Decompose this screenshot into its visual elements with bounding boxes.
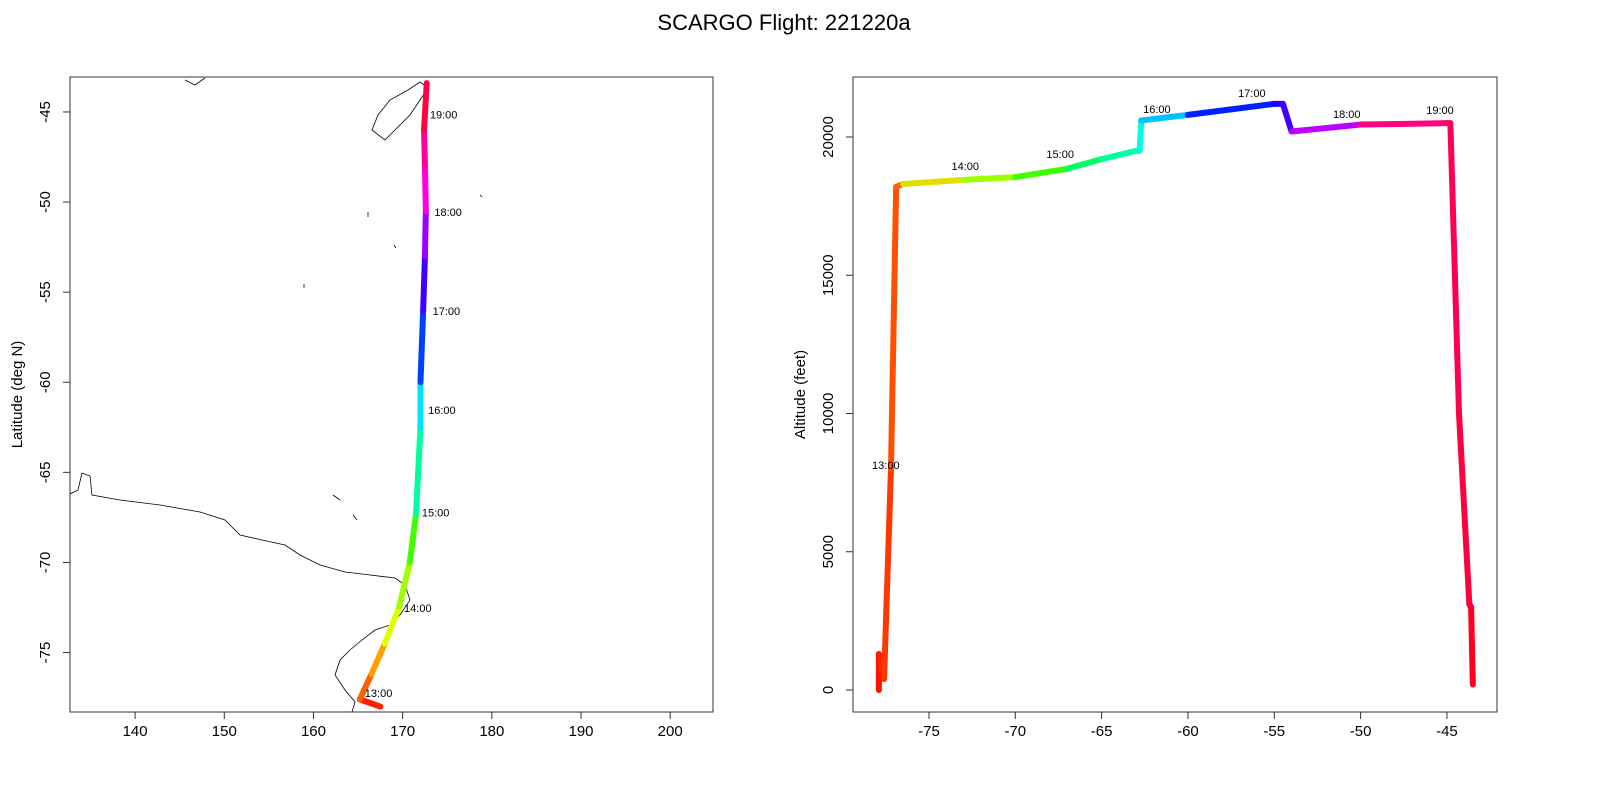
x-tick-label: -70: [1004, 723, 1026, 740]
y-tick-label: 10000: [820, 393, 837, 435]
y-tick-label: -70: [37, 552, 54, 574]
time-label: 15:00: [422, 508, 450, 520]
track-segment: [368, 640, 388, 678]
track-segment: [356, 696, 384, 710]
y-tick-label: -50: [37, 191, 54, 213]
plot-frame: [852, 76, 1498, 713]
time-label: 15:00: [1046, 149, 1074, 161]
y-tick-label: 15000: [820, 254, 837, 296]
x-tick-label: 190: [568, 723, 593, 740]
track-segment: [1468, 604, 1476, 688]
x-tick-label: -50: [1350, 723, 1372, 740]
track-segment: [1138, 111, 1191, 124]
track-segment: [960, 174, 1019, 183]
time-label: 19:00: [430, 109, 458, 121]
y-axis-label: Altitude (feet): [792, 350, 809, 439]
track-segment: [413, 424, 424, 517]
track-segment: [1279, 100, 1295, 135]
x-tick-label: 180: [479, 723, 504, 740]
track-segment: [421, 80, 430, 133]
track-segment: [417, 307, 427, 386]
track-segment: [421, 163, 429, 215]
track-segment: [420, 253, 428, 314]
track-segment: [381, 604, 403, 647]
x-tick-label: -65: [1091, 723, 1113, 740]
x-tick-label: 200: [658, 723, 683, 740]
time-label: 18:00: [1333, 109, 1361, 121]
track-segment: [396, 559, 413, 611]
x-tick-label: 160: [301, 723, 326, 740]
x-tick-label: -55: [1263, 723, 1285, 740]
track-segment: [421, 126, 428, 170]
track-segment: [1288, 121, 1364, 135]
x-tick-label: 140: [123, 723, 148, 740]
y-tick-label: -65: [37, 461, 54, 483]
time-label: 13:00: [872, 460, 900, 472]
time-label: 17:00: [433, 306, 461, 318]
track-segment: [421, 208, 429, 260]
track: [875, 100, 1476, 693]
track-segment: [887, 183, 900, 472]
track-segment: [1184, 100, 1278, 118]
x-tick-label: 170: [390, 723, 415, 740]
track-segment: [1456, 410, 1473, 608]
y-tick-label: -55: [37, 281, 54, 303]
track-segment: [881, 465, 894, 682]
track-segment: [900, 176, 967, 188]
time-label: 17:00: [1238, 88, 1266, 100]
figure-title: SCARGO Flight: 221220a: [657, 10, 911, 35]
track-segment: [1136, 117, 1145, 154]
x-tick-label: -60: [1177, 723, 1199, 740]
y-tick-label: -45: [37, 101, 54, 123]
track-segment: [356, 671, 375, 703]
time-label: 14:00: [404, 603, 432, 615]
coastline: [70, 77, 483, 712]
x-tick-label: -45: [1436, 723, 1458, 740]
time-label: 16:00: [1143, 104, 1171, 116]
track: [356, 80, 430, 710]
x-tick-label: 150: [212, 723, 237, 740]
plot-frame: [69, 76, 714, 713]
y-tick-label: 20000: [820, 116, 837, 158]
time-label: 14:00: [951, 161, 979, 173]
time-label: 18:00: [434, 207, 462, 219]
track-segment: [1357, 120, 1450, 128]
y-tick-label: 0: [820, 686, 837, 694]
track-segment: [1064, 156, 1105, 172]
x-tick-label: -75: [918, 723, 940, 740]
y-axis-label: Latitude (deg N): [9, 341, 26, 449]
y-tick-label: -60: [37, 371, 54, 393]
y-tick-label: 5000: [820, 535, 837, 568]
time-label: 13:00: [365, 688, 393, 700]
track-segment: [406, 510, 420, 566]
track-segment: [1098, 147, 1140, 163]
time-label: 19:00: [1426, 105, 1454, 117]
y-tick-label: -75: [37, 642, 54, 664]
time-label: 16:00: [428, 405, 456, 417]
track-segment: [1447, 120, 1463, 417]
track-segment: [1012, 165, 1071, 181]
